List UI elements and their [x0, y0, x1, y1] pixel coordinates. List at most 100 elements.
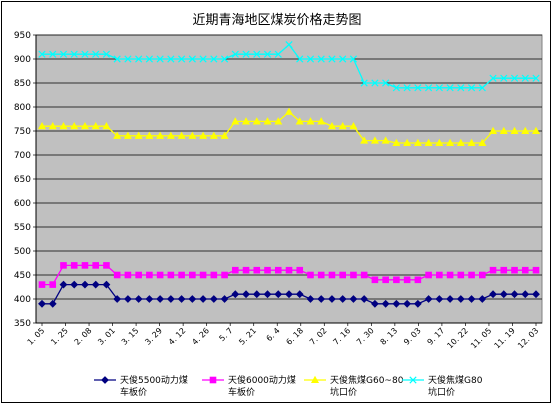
data-point: [436, 271, 443, 279]
data-point: [252, 290, 261, 299]
data-point: [413, 138, 422, 147]
x-tick-label: 7. 02: [308, 326, 329, 347]
y-tick-label: 700: [14, 151, 31, 161]
x-tick-label: 11. 05: [469, 326, 493, 350]
x-tick-label: 7. 16: [331, 326, 352, 347]
y-tick-label: 550: [14, 223, 31, 233]
data-point: [392, 84, 401, 92]
data-point: [134, 131, 143, 139]
x-tick-label: 4. 26: [190, 326, 211, 347]
data-point: [221, 271, 228, 279]
data-point: [349, 121, 358, 130]
data-point: [392, 138, 401, 147]
data-point: [467, 84, 476, 92]
data-point: [360, 295, 369, 303]
data-point: [381, 299, 390, 308]
data-point: [317, 55, 325, 63]
y-tick-label: 600: [14, 199, 31, 209]
data-point: [38, 281, 46, 288]
data-point: [521, 266, 529, 274]
data-point: [296, 266, 304, 274]
y-tick-label: 750: [14, 127, 31, 137]
data-point: [135, 55, 143, 63]
series-1: [38, 280, 540, 308]
data-point: [91, 280, 100, 289]
data-point: [349, 55, 358, 63]
legend-swatch-marker: [101, 376, 109, 384]
data-point: [60, 262, 67, 269]
data-point: [360, 79, 368, 87]
data-point: [49, 281, 57, 288]
data-point: [156, 295, 165, 303]
series-3: [37, 107, 541, 147]
data-point: [350, 271, 357, 279]
data-point: [499, 290, 508, 299]
data-point: [92, 262, 99, 269]
data-point: [424, 295, 433, 303]
data-point: [435, 295, 444, 303]
data-point: [38, 299, 46, 308]
data-point: [521, 290, 530, 299]
data-point: [38, 50, 46, 58]
data-point: [102, 121, 111, 130]
y-tick-label: 900: [14, 55, 31, 65]
legend: 天俊5500动力煤车板价天俊6000动力煤车板价天俊焦煤G60~80坑口价天俊焦…: [94, 374, 483, 398]
data-point: [467, 295, 476, 303]
data-point: [456, 138, 465, 147]
data-point: [328, 55, 336, 63]
legend-swatch-marker: [409, 376, 417, 384]
x-tick-label: 4. 12: [167, 326, 188, 347]
data-point: [328, 295, 336, 303]
data-point: [199, 131, 208, 139]
data-point: [295, 290, 304, 299]
data-point: [414, 84, 422, 92]
data-point: [478, 295, 487, 303]
series-4: [38, 40, 540, 92]
x-tick-label: 1. 25: [49, 326, 70, 347]
x-tick-label: 2. 08: [73, 326, 94, 347]
data-point: [220, 295, 229, 303]
data-point: [210, 55, 218, 63]
data-point: [393, 276, 400, 284]
data-point: [177, 131, 186, 139]
data-point: [467, 138, 476, 147]
data-point: [349, 295, 358, 303]
data-point: [521, 126, 530, 135]
data-point: [317, 271, 325, 279]
x-tick-label: 8. 13: [379, 326, 400, 347]
data-point: [478, 84, 486, 92]
data-point: [123, 131, 132, 139]
data-point: [92, 50, 100, 58]
data-point: [532, 74, 540, 82]
data-point: [156, 271, 164, 279]
data-point: [231, 117, 240, 125]
y-tick-label: 450: [14, 271, 31, 281]
data-point: [252, 117, 261, 125]
data-point: [263, 117, 272, 125]
data-point: [306, 55, 315, 63]
data-point: [338, 295, 347, 303]
data-point: [135, 271, 142, 279]
data-point: [220, 55, 229, 63]
data-point: [178, 271, 185, 279]
data-point: [285, 266, 293, 274]
data-point: [296, 55, 304, 63]
legend-label-line2: 车板价: [228, 386, 255, 398]
data-point: [478, 138, 487, 147]
data-point: [81, 262, 89, 269]
data-point: [274, 50, 282, 58]
data-point: [167, 55, 175, 63]
data-point: [424, 138, 433, 147]
data-point: [307, 271, 314, 279]
data-point: [339, 271, 346, 279]
data-point: [360, 271, 368, 279]
x-tick-label: 3. 29: [143, 326, 164, 347]
x-tick-label: 3. 01: [96, 326, 117, 347]
data-point: [124, 295, 132, 303]
data-point: [500, 74, 508, 82]
data-point: [317, 117, 326, 125]
